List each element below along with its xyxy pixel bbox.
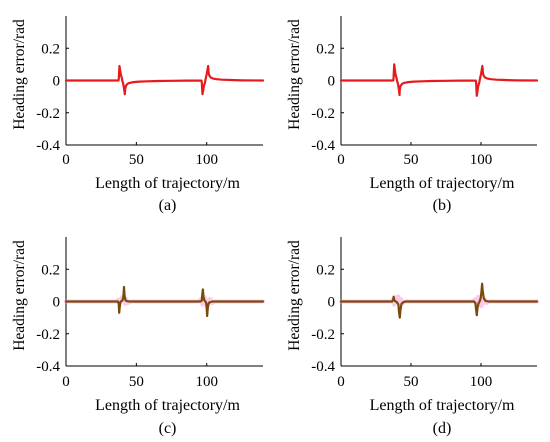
series-line-1 [339, 282, 539, 319]
x-tick-label: 50 [404, 374, 419, 390]
series-line-1 [64, 285, 265, 318]
x-tick-label: 0 [62, 152, 70, 168]
x-tick-label: 100 [470, 152, 493, 168]
x-tick-label: 100 [195, 152, 218, 168]
panel-caption: (b) [433, 197, 452, 214]
y-tick-label: 0 [328, 295, 336, 311]
y-tick-label: -0.2 [311, 327, 335, 343]
series-line-0 [339, 63, 539, 97]
y-tick-label: -0.2 [36, 327, 60, 343]
y-tick-label: 0 [328, 74, 336, 90]
x-tick-label: 50 [129, 374, 144, 390]
y-tick-label: -0.4 [36, 359, 60, 375]
y-tick-label: -0.4 [311, 359, 335, 375]
panel-0: 0 50 100 0.2 0 -0.2 -0.4 Heading error/rad Lengt… [11, 16, 265, 214]
y-axis-label: Heading error/rad [286, 240, 303, 351]
x-tick-label: 50 [129, 152, 144, 168]
panel-caption: (d) [433, 420, 452, 437]
y-tick-label: 0 [53, 295, 61, 311]
x-tick-label: 0 [62, 374, 70, 390]
y-tick-label: -0.4 [311, 138, 335, 154]
y-tick-label: -0.2 [36, 106, 60, 122]
x-axis-label: Length of trajectory/m [370, 397, 515, 414]
x-tick-label: 100 [195, 374, 218, 390]
y-tick-label: 0.2 [316, 262, 335, 278]
panel-3: 0 50 100 0.2 0 -0.2 -0.4 Heading error/rad Lengt… [286, 237, 539, 437]
x-axis-label: Length of trajectory/m [95, 397, 240, 414]
y-tick-label: -0.2 [311, 106, 335, 122]
panel-1: 0 50 100 0.2 0 -0.2 -0.4 Heading error/rad Lengt… [286, 16, 539, 214]
x-tick-label: 0 [337, 374, 345, 390]
x-axis-label: Length of trajectory/m [370, 175, 515, 192]
panel-caption: (c) [159, 420, 177, 437]
y-tick-label: 0.2 [316, 41, 335, 57]
y-tick-label: 0 [53, 74, 61, 90]
x-tick-label: 0 [337, 152, 345, 168]
series-line-0 [64, 64, 265, 96]
y-axis-label: Heading error/rad [11, 19, 28, 130]
x-axis-label: Length of trajectory/m [95, 175, 240, 192]
y-tick-label: 0.2 [41, 262, 60, 278]
y-axis-label: Heading error/rad [11, 240, 28, 351]
panel-caption: (a) [159, 197, 177, 214]
y-axis-label: Heading error/rad [286, 19, 303, 130]
y-tick-label: 0.2 [41, 41, 60, 57]
x-tick-label: 100 [470, 374, 493, 390]
x-tick-label: 50 [404, 152, 419, 168]
y-tick-label: -0.4 [36, 138, 60, 154]
panel-2: 0 50 100 0.2 0 -0.2 -0.4 Heading error/rad Lengt… [11, 237, 265, 437]
